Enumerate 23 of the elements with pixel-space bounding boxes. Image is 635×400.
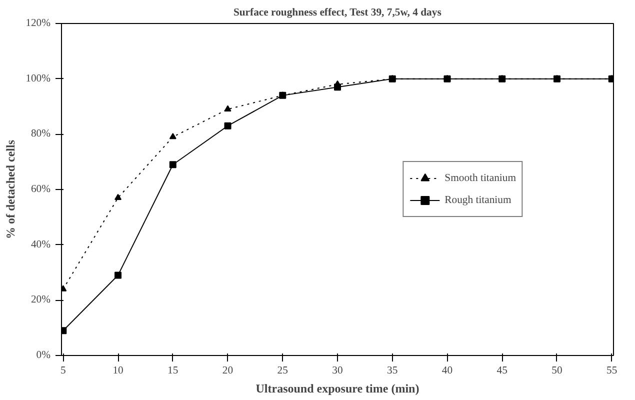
x-tick-label: 35 xyxy=(387,366,398,376)
x-tick-label: 30 xyxy=(332,366,343,376)
x-tick-label: 5 xyxy=(60,366,66,376)
y-tick-label: 80% xyxy=(30,128,51,140)
x-axis-title: Ultrasound exposure time (min) xyxy=(256,382,420,396)
x-tick-label: 45 xyxy=(496,366,508,376)
y-tick-label: 20% xyxy=(30,294,51,306)
x-tick-label: 40 xyxy=(442,366,453,376)
x-tick-label: 20 xyxy=(222,366,234,376)
chart-title: Surface roughness effect, Test 39, 7,5w, 4 days xyxy=(233,8,442,18)
y-tick-label: 40% xyxy=(30,239,51,250)
x-tick-label: 25 xyxy=(277,366,288,376)
y-axis-title: % of detached cells xyxy=(4,140,18,239)
x-tick-label: 10 xyxy=(112,366,124,376)
y-tick-label: 0% xyxy=(36,350,51,361)
legend-label: Rough titanium xyxy=(444,194,512,206)
x-tick-label: 55 xyxy=(606,366,618,376)
legend-label: Smooth titanium xyxy=(444,172,516,184)
y-tick-label: 100% xyxy=(26,73,51,84)
x-tick-label: 50 xyxy=(552,366,562,376)
y-tick-label: 120% xyxy=(26,18,51,29)
x-tick-label: 15 xyxy=(168,366,178,376)
y-tick-label: 60% xyxy=(30,184,51,195)
